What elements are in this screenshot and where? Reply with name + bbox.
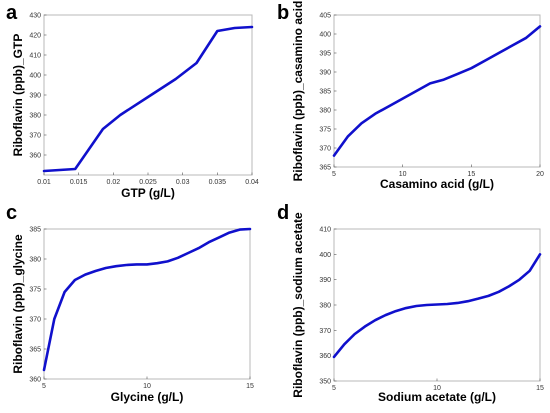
series-line <box>42 227 252 372</box>
x-axis-title: GTP (g/L) <box>121 186 175 200</box>
y-axis-title: Riboflavin (ppb)_glycine <box>11 234 25 374</box>
panel-letter: a <box>6 2 18 24</box>
y-tick-label: 420 <box>29 33 41 40</box>
y-tick-label: 350 <box>319 379 331 386</box>
y-tick-label: 410 <box>29 53 41 60</box>
x-tick-label: 0.04 <box>245 179 259 186</box>
x-tick-label: 5 <box>332 385 336 392</box>
chart-panel-a: a 0.01 0.015 0.02 0.025 0.03 0.035 0.04 360 370 38… <box>6 2 259 200</box>
x-tick-label: 10 <box>399 171 407 178</box>
y-tick-label: 385 <box>319 89 331 96</box>
x-tick-label: 0.02 <box>107 179 121 186</box>
plot-area <box>43 228 251 380</box>
y-tick-label: 390 <box>29 93 41 100</box>
panel-letter: d <box>277 202 289 224</box>
y-tick-label: 365 <box>29 347 41 354</box>
y-tick-label: 380 <box>319 303 331 310</box>
y-tick-label: 360 <box>29 377 41 384</box>
x-tick-label: 5 <box>42 383 46 390</box>
y-tick-label: 385 <box>29 227 41 234</box>
series-line <box>332 253 542 359</box>
y-tick-label: 400 <box>319 252 331 259</box>
x-tick-label: 0.03 <box>176 179 190 186</box>
y-tick-label: 405 <box>319 13 331 20</box>
x-tick-label: 10 <box>143 383 151 390</box>
series-line <box>42 25 254 173</box>
y-axis-title: Riboflavin (ppb)_casamino acid <box>291 1 305 182</box>
y-tick-label: 380 <box>29 113 41 120</box>
x-tick-label: 0.015 <box>70 179 88 186</box>
chart-panel-b: b 5 10 15 20 365 370 375 380 385 390 395 400 405 Casam… <box>277 1 544 191</box>
y-tick-label: 395 <box>319 51 331 58</box>
y-tick-label: 370 <box>29 317 41 324</box>
y-axis-title: Riboflavin (ppb)_GTP <box>11 34 25 157</box>
panel-letter: c <box>6 202 17 224</box>
y-tick-label: 390 <box>319 277 331 284</box>
y-tick-label: 380 <box>29 257 41 264</box>
y-tick-label: 360 <box>29 153 41 160</box>
y-tick-label: 400 <box>29 73 41 80</box>
y-tick-label: 365 <box>319 165 331 172</box>
y-tick-label: 375 <box>319 127 331 134</box>
y-tick-label: 400 <box>319 32 331 39</box>
x-tick-label: 20 <box>536 171 544 178</box>
y-tick-label: 375 <box>29 287 41 294</box>
y-tick-label: 370 <box>319 328 331 335</box>
y-tick-label: 390 <box>319 70 331 77</box>
y-tick-label: 410 <box>319 227 331 234</box>
y-tick-label: 370 <box>29 133 41 140</box>
x-axis-title: Sodium acetate (g/L) <box>378 390 496 404</box>
y-tick-label: 430 <box>29 13 41 20</box>
series-line <box>332 25 542 157</box>
x-axis-title: Casamino acid (g/L) <box>380 177 494 191</box>
x-tick-label: 0.035 <box>209 179 227 186</box>
x-tick-label: 15 <box>536 385 544 392</box>
chart-panel-d: d 5 10 15 350 360 370 380 390 400 410 Sodium acetat… <box>277 202 544 404</box>
panel-letter: b <box>277 2 289 24</box>
x-tick-label: 5 <box>332 171 336 178</box>
x-tick-label: 0.01 <box>37 179 51 186</box>
x-tick-label: 15 <box>467 171 475 178</box>
y-tick-label: 380 <box>319 108 331 115</box>
x-tick-label: 15 <box>246 383 254 390</box>
chart-panel-c: c 5 10 15 360 365 370 375 380 385 Glycine (g/L) Rib… <box>6 202 254 404</box>
x-tick-label: 0.025 <box>139 179 157 186</box>
plot-area <box>43 14 253 176</box>
x-axis-title: Glycine (g/L) <box>111 390 184 404</box>
y-tick-label: 370 <box>319 146 331 153</box>
plot-area <box>333 14 541 168</box>
y-tick-label: 360 <box>319 353 331 360</box>
y-axis-title: Riboflavin (ppb)_sodium acetate <box>291 212 305 398</box>
x-tick-label: 10 <box>433 385 441 392</box>
